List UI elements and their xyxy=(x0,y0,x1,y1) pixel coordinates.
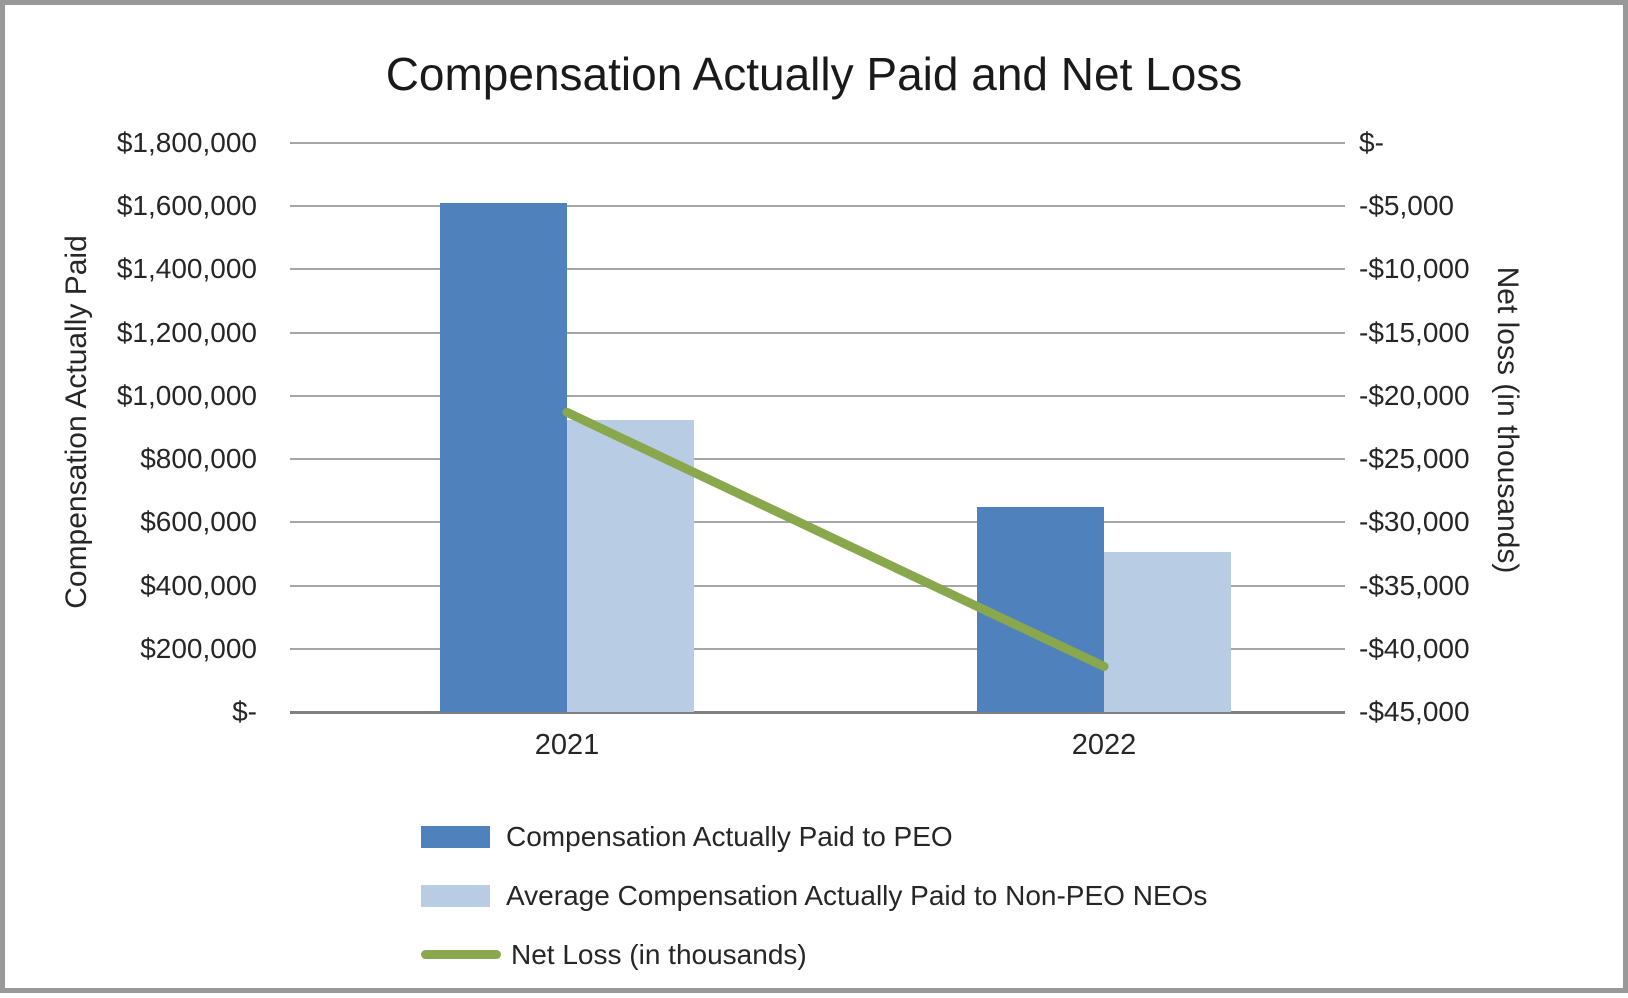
gridline xyxy=(290,268,1345,271)
right-axis-title: Net loss (in thousands) xyxy=(1491,266,1524,574)
left-tick-label: $800,000 xyxy=(140,443,257,475)
bar-cap-peo-2021 xyxy=(440,203,567,712)
legend: Compensation Actually Paid to PEO Average… xyxy=(421,807,1207,984)
right-tick-label: -$40,000 xyxy=(1359,632,1470,664)
left-tick-label: $1,200,000 xyxy=(116,316,257,348)
x-label-2022: 2022 xyxy=(1071,729,1137,761)
gridline xyxy=(290,331,1345,334)
bar-avg-cap-non-peo-neos-2022 xyxy=(1104,552,1231,712)
legend-swatch-avg-cap-non-peo-neos xyxy=(421,884,490,907)
gridline xyxy=(290,394,1345,397)
legend-swatch-net-loss xyxy=(421,950,501,959)
left-tick-label: $1,600,000 xyxy=(116,190,257,222)
right-tick-label: -$5,000 xyxy=(1359,190,1454,222)
bar-cap-peo-2022 xyxy=(977,506,1104,712)
left-tick-label: $200,000 xyxy=(140,632,257,664)
gridline xyxy=(290,142,1345,144)
right-tick-label: -$15,000 xyxy=(1359,316,1470,348)
compensation-net-loss-chart: Compensation Actually Paid and Net Loss … xyxy=(5,5,1623,988)
legend-label-net-loss: Net Loss (in thousands) xyxy=(511,938,807,970)
legend-item-net-loss: Net Loss (in thousands) xyxy=(421,925,1207,984)
legend-label-cap-peo: Compensation Actually Paid to PEO xyxy=(506,820,953,852)
left-tick-label: $1,800,000 xyxy=(116,127,257,158)
legend-item-cap-peo: Compensation Actually Paid to PEO xyxy=(421,807,1207,866)
x-axis-line xyxy=(290,711,1345,714)
right-tick-label: -$35,000 xyxy=(1359,569,1470,601)
right-tick-label: $- xyxy=(1359,127,1384,158)
left-axis-title: Compensation Actually Paid xyxy=(60,235,93,609)
left-tick-label: $1,400,000 xyxy=(116,253,257,285)
gridline xyxy=(290,205,1345,208)
legend-label-avg-cap-non-peo-neos: Average Compensation Actually Paid to No… xyxy=(506,879,1208,911)
legend-item-avg-cap-non-peo-neos: Average Compensation Actually Paid to No… xyxy=(421,866,1207,925)
right-tick-label: -$45,000 xyxy=(1359,696,1470,727)
right-tick-label: -$30,000 xyxy=(1359,506,1470,538)
legend-swatch-cap-peo xyxy=(421,825,490,848)
right-tick-label: -$25,000 xyxy=(1359,443,1470,475)
left-tick-label: $- xyxy=(232,696,257,727)
x-label-2021: 2021 xyxy=(534,729,600,761)
left-tick-label: $400,000 xyxy=(140,569,257,601)
chart-title: Compensation Actually Paid and Net Loss xyxy=(385,48,1243,100)
bar-avg-cap-non-peo-neos-2021 xyxy=(567,419,694,712)
left-tick-label: $600,000 xyxy=(140,506,257,538)
right-tick-label: -$10,000 xyxy=(1359,253,1470,285)
right-tick-label: -$20,000 xyxy=(1359,379,1470,411)
left-tick-label: $1,000,000 xyxy=(116,379,257,411)
